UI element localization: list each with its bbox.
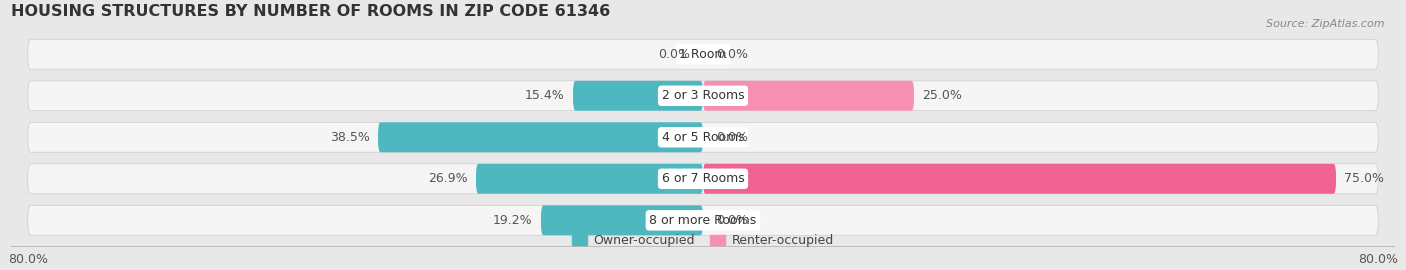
FancyBboxPatch shape bbox=[541, 205, 703, 235]
Text: 26.9%: 26.9% bbox=[427, 172, 468, 185]
Text: 0.0%: 0.0% bbox=[658, 48, 690, 61]
Text: 1 Room: 1 Room bbox=[679, 48, 727, 61]
FancyBboxPatch shape bbox=[574, 81, 703, 111]
Text: 25.0%: 25.0% bbox=[922, 89, 962, 102]
Text: 6 or 7 Rooms: 6 or 7 Rooms bbox=[662, 172, 744, 185]
Text: Source: ZipAtlas.com: Source: ZipAtlas.com bbox=[1267, 19, 1385, 29]
Text: 38.5%: 38.5% bbox=[330, 131, 370, 144]
FancyBboxPatch shape bbox=[378, 122, 703, 152]
FancyBboxPatch shape bbox=[28, 39, 1378, 69]
Text: 2 or 3 Rooms: 2 or 3 Rooms bbox=[662, 89, 744, 102]
Text: 0.0%: 0.0% bbox=[716, 131, 748, 144]
FancyBboxPatch shape bbox=[28, 81, 1378, 111]
FancyBboxPatch shape bbox=[28, 164, 1378, 194]
Legend: Owner-occupied, Renter-occupied: Owner-occupied, Renter-occupied bbox=[568, 229, 838, 252]
FancyBboxPatch shape bbox=[477, 164, 703, 194]
Text: 4 or 5 Rooms: 4 or 5 Rooms bbox=[662, 131, 744, 144]
Text: 0.0%: 0.0% bbox=[716, 48, 748, 61]
Text: 0.0%: 0.0% bbox=[716, 214, 748, 227]
Text: 75.0%: 75.0% bbox=[1344, 172, 1385, 185]
Text: 19.2%: 19.2% bbox=[494, 214, 533, 227]
FancyBboxPatch shape bbox=[28, 122, 1378, 152]
FancyBboxPatch shape bbox=[28, 205, 1378, 235]
FancyBboxPatch shape bbox=[703, 81, 914, 111]
Text: HOUSING STRUCTURES BY NUMBER OF ROOMS IN ZIP CODE 61346: HOUSING STRUCTURES BY NUMBER OF ROOMS IN… bbox=[11, 4, 610, 19]
FancyBboxPatch shape bbox=[703, 164, 1336, 194]
Text: 15.4%: 15.4% bbox=[524, 89, 565, 102]
Text: 8 or more Rooms: 8 or more Rooms bbox=[650, 214, 756, 227]
